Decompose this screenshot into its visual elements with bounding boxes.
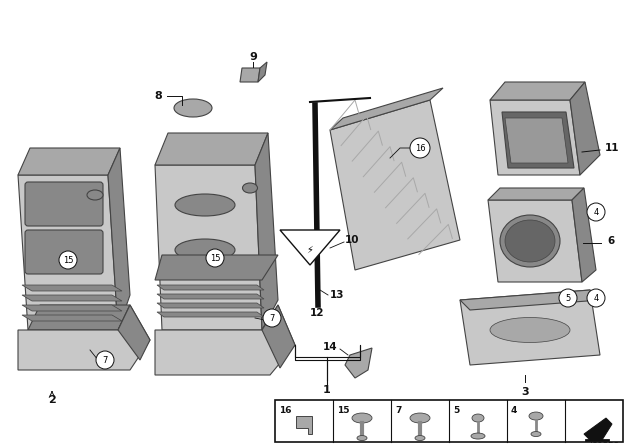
Polygon shape <box>330 100 460 270</box>
Text: 9: 9 <box>249 52 257 62</box>
Text: ⚡: ⚡ <box>307 245 314 255</box>
Polygon shape <box>255 133 278 330</box>
Text: 10: 10 <box>345 235 360 245</box>
Ellipse shape <box>357 435 367 440</box>
Polygon shape <box>460 290 600 365</box>
Polygon shape <box>22 295 122 301</box>
Ellipse shape <box>415 435 425 440</box>
Text: 4: 4 <box>593 207 598 216</box>
Text: 7: 7 <box>102 356 108 365</box>
Polygon shape <box>490 100 580 175</box>
Text: 12: 12 <box>310 308 324 318</box>
Polygon shape <box>157 303 264 308</box>
Text: 6: 6 <box>607 236 614 246</box>
Text: 1: 1 <box>323 385 331 395</box>
Polygon shape <box>296 416 312 434</box>
Polygon shape <box>155 165 262 330</box>
Polygon shape <box>108 148 130 330</box>
Ellipse shape <box>352 413 372 423</box>
Polygon shape <box>258 62 267 82</box>
Text: 2: 2 <box>48 395 56 405</box>
Ellipse shape <box>243 183 257 193</box>
Polygon shape <box>570 82 600 175</box>
Text: 5: 5 <box>453 406 460 415</box>
Text: 14: 14 <box>323 342 337 352</box>
Polygon shape <box>240 68 260 82</box>
Text: 3: 3 <box>521 387 529 397</box>
Polygon shape <box>262 305 295 368</box>
Polygon shape <box>502 112 574 168</box>
Polygon shape <box>155 255 278 280</box>
Bar <box>275 400 623 442</box>
Polygon shape <box>572 188 596 282</box>
Polygon shape <box>22 305 122 311</box>
Ellipse shape <box>531 431 541 436</box>
Circle shape <box>410 138 430 158</box>
Polygon shape <box>584 418 612 440</box>
Ellipse shape <box>505 220 555 262</box>
Ellipse shape <box>174 99 212 117</box>
Circle shape <box>587 289 605 307</box>
Polygon shape <box>155 305 295 375</box>
Text: 5: 5 <box>565 293 571 302</box>
Text: 15: 15 <box>337 406 349 415</box>
Text: 15: 15 <box>63 255 73 264</box>
Text: 7: 7 <box>395 406 401 415</box>
Polygon shape <box>505 118 568 163</box>
Circle shape <box>96 351 114 369</box>
Circle shape <box>263 309 281 327</box>
Ellipse shape <box>87 190 103 200</box>
Text: 7: 7 <box>269 314 275 323</box>
Polygon shape <box>155 133 268 165</box>
Polygon shape <box>157 294 264 299</box>
Polygon shape <box>18 148 120 175</box>
Text: 15: 15 <box>210 254 220 263</box>
Polygon shape <box>280 230 340 265</box>
Circle shape <box>59 251 77 269</box>
Circle shape <box>559 289 577 307</box>
Ellipse shape <box>471 433 485 439</box>
Text: 489328: 489328 <box>588 436 620 445</box>
Polygon shape <box>460 290 600 310</box>
Polygon shape <box>330 88 443 130</box>
Ellipse shape <box>490 318 570 343</box>
Text: 16: 16 <box>415 143 426 152</box>
Polygon shape <box>488 188 584 200</box>
Polygon shape <box>345 348 372 378</box>
Text: 4: 4 <box>511 406 517 415</box>
Polygon shape <box>28 305 130 330</box>
Ellipse shape <box>500 215 560 267</box>
Ellipse shape <box>175 239 235 261</box>
Polygon shape <box>22 285 122 291</box>
Polygon shape <box>18 175 118 330</box>
Text: 4: 4 <box>593 293 598 302</box>
Ellipse shape <box>175 194 235 216</box>
Ellipse shape <box>529 412 543 420</box>
Circle shape <box>587 203 605 221</box>
Polygon shape <box>490 82 585 100</box>
Ellipse shape <box>472 414 484 422</box>
Text: 16: 16 <box>279 406 291 415</box>
Text: 13: 13 <box>330 290 344 300</box>
FancyBboxPatch shape <box>25 230 103 274</box>
Polygon shape <box>18 305 150 370</box>
Polygon shape <box>157 285 264 290</box>
Text: 8: 8 <box>154 91 162 101</box>
Polygon shape <box>118 305 150 360</box>
Circle shape <box>206 249 224 267</box>
Polygon shape <box>157 312 264 317</box>
Text: 11: 11 <box>605 143 620 153</box>
Polygon shape <box>22 315 122 321</box>
Ellipse shape <box>410 413 430 423</box>
Polygon shape <box>488 200 582 282</box>
FancyBboxPatch shape <box>25 182 103 226</box>
